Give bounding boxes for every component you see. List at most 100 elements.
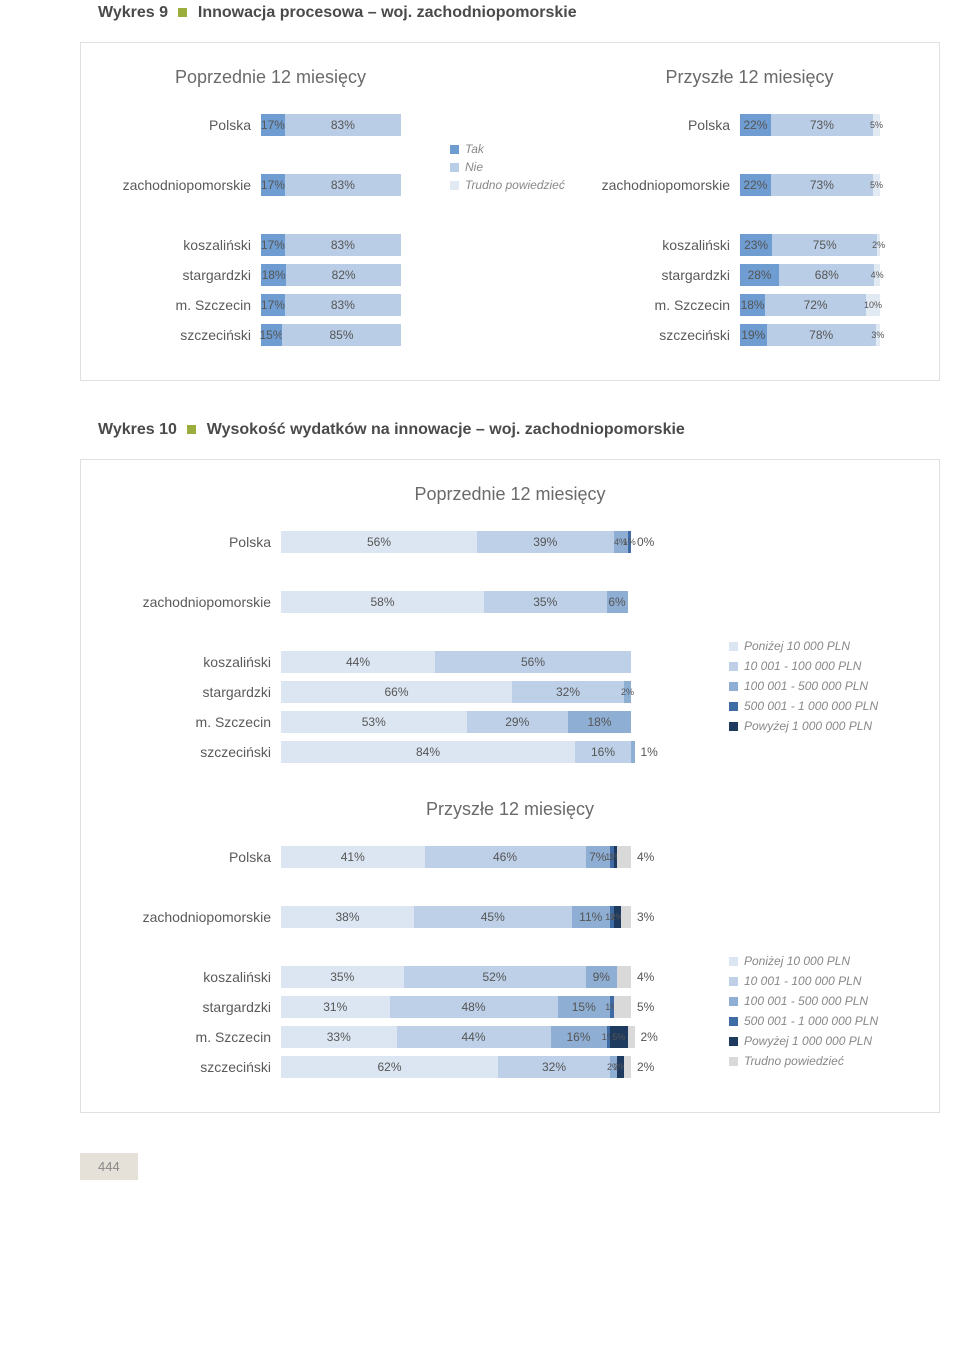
chart-row: m. Szczecin53%29%18% (101, 709, 719, 735)
chart9-right-col: Przyszłe 12 miesięcy Polska22%73%5%zacho… (580, 67, 919, 352)
segment-value: 53% (362, 715, 386, 729)
chart10-title-text: Wysokość wydatków na innowacje – woj. za… (207, 421, 685, 438)
bar-stack: 38%45%11%1%2%3% (281, 906, 719, 928)
bar-segment: 2% (624, 681, 631, 703)
chart-row: stargardzki 28% 68% 4% (580, 262, 919, 288)
bar-stack: 41%46%7%1%1%4% (281, 846, 719, 868)
legend-label: 100 001 - 500 000 PLN (744, 994, 868, 1008)
bar-segment: 22% (740, 174, 771, 196)
segment-value: 38% (335, 910, 359, 924)
chart-row: koszaliński17%83% (101, 232, 440, 258)
chart-row: zachodniopomorskie22%73%5% (580, 172, 919, 198)
bar-stack: 56%39%4%1%0% (281, 531, 719, 553)
bar-segment: 18% (740, 294, 765, 316)
row-label: koszaliński (101, 237, 261, 253)
chart-row: stargardzki18%82% (101, 262, 440, 288)
segment-value: 75% (813, 238, 837, 252)
bar-segment: 3% (621, 906, 632, 928)
legend-swatch (450, 145, 459, 154)
legend-swatch (729, 662, 738, 671)
segment-value: 16% (566, 1030, 590, 1044)
bar-segment: 62% (281, 1056, 498, 1078)
row-label: stargardzki (101, 999, 281, 1015)
segment-value: 39% (533, 535, 557, 549)
segment-value: 32% (556, 685, 580, 699)
segment-value: 31% (323, 1000, 347, 1014)
bar-segment: 38% (281, 906, 414, 928)
segment-value: 0% (631, 535, 654, 549)
segment-value: 46% (493, 850, 517, 864)
row-label: stargardzki (101, 684, 281, 700)
bar-segment: 17% (261, 234, 285, 256)
bar-segment: 19% (740, 324, 767, 346)
segment-value: 4% (631, 970, 654, 984)
bar-segment: 46% (425, 846, 586, 868)
row-label: m. Szczecin (101, 297, 261, 313)
segment-value: 17% (261, 178, 285, 192)
legend-item: 10 001 - 100 000 PLN (729, 659, 919, 673)
chart-row: Polska22%73%5% (580, 112, 919, 138)
bar-segment: 4% (874, 264, 880, 286)
row-label: stargardzki (580, 267, 740, 283)
bar-segment: 73% (771, 114, 873, 136)
legend-swatch (450, 163, 459, 172)
chart9-right-head: Przyszłe 12 miesięcy (580, 67, 919, 88)
bar-stack: 66% 32% 2% (281, 681, 719, 703)
chart-row: zachodniopomorskie38%45%11%1%2%3% (101, 904, 719, 930)
chart-row: Polska56%39%4%1%0% (101, 529, 719, 555)
chart10-title: Wykres 10 Wysokość wydatków na innowacje… (98, 421, 940, 439)
bar-stack: 33%44%16%1%5%2% (281, 1026, 719, 1048)
legend-swatch (450, 181, 459, 190)
bar-segment: 82% (286, 264, 401, 286)
row-label: szczeciński (101, 744, 281, 760)
segment-value: 28% (748, 268, 772, 282)
legend-swatch (729, 957, 738, 966)
segment-value: 66% (384, 685, 408, 699)
row-label: m. Szczecin (580, 297, 740, 313)
segment-value: 33% (327, 1030, 351, 1044)
legend-swatch (729, 977, 738, 986)
bar-segment: 17% (261, 174, 285, 196)
bar-segment: 39% (477, 531, 614, 553)
segment-value: 44% (461, 1030, 485, 1044)
row-label: Polska (580, 117, 740, 133)
bar-segment: 44% (397, 1026, 551, 1048)
bar-segment: 35% (484, 591, 607, 613)
row-label: koszaliński (101, 969, 281, 985)
chart-row: zachodniopomorskie17%83% (101, 172, 440, 198)
segment-value: 4% (871, 270, 884, 280)
bar-segment: 83% (285, 294, 401, 316)
row-label: zachodniopomorskie (101, 594, 281, 610)
row-label: szczeciński (101, 327, 261, 343)
segment-value: 83% (331, 118, 355, 132)
bar-stack: 84%16%1% (281, 741, 719, 763)
chart10-legend-top: Poniżej 10 000 PLN 10 001 - 100 000 PLN 10… (719, 529, 919, 733)
chart-row: m. Szczecin18%72%10% (580, 292, 919, 318)
segment-value: 68% (815, 268, 839, 282)
row-label: koszaliński (101, 654, 281, 670)
bar-stack: 58%35%6% (281, 591, 719, 613)
bar-stack: 44%56% (281, 651, 719, 673)
row-label: m. Szczecin (101, 1029, 281, 1045)
bar-segment: 22% (740, 114, 771, 136)
legend-label: Trudno powiedzieć (465, 178, 565, 192)
bar-segment: 72% (765, 294, 866, 316)
chart-row: szczeciński15%85% (101, 322, 440, 348)
legend-swatch (729, 1037, 738, 1046)
segment-value: 2% (872, 240, 885, 250)
legend-item: Trudno powiedzieć (729, 1054, 919, 1068)
legend-item: 10 001 - 100 000 PLN (729, 974, 919, 988)
segment-value: 5% (612, 1032, 625, 1042)
segment-value: 17% (261, 118, 285, 132)
bar-segment: 1% (631, 741, 635, 763)
bar-segment: 32% (512, 681, 624, 703)
segment-value: 84% (416, 745, 440, 759)
legend-label: Poniżej 10 000 PLN (744, 639, 850, 653)
segment-value: 73% (810, 118, 834, 132)
bar-stack: 17%83% (261, 174, 440, 196)
segment-value: 9% (593, 970, 610, 984)
legend-item: 100 001 - 500 000 PLN (729, 679, 919, 693)
segment-value: 44% (346, 655, 370, 669)
segment-value: 82% (332, 268, 356, 282)
legend-swatch (729, 682, 738, 691)
